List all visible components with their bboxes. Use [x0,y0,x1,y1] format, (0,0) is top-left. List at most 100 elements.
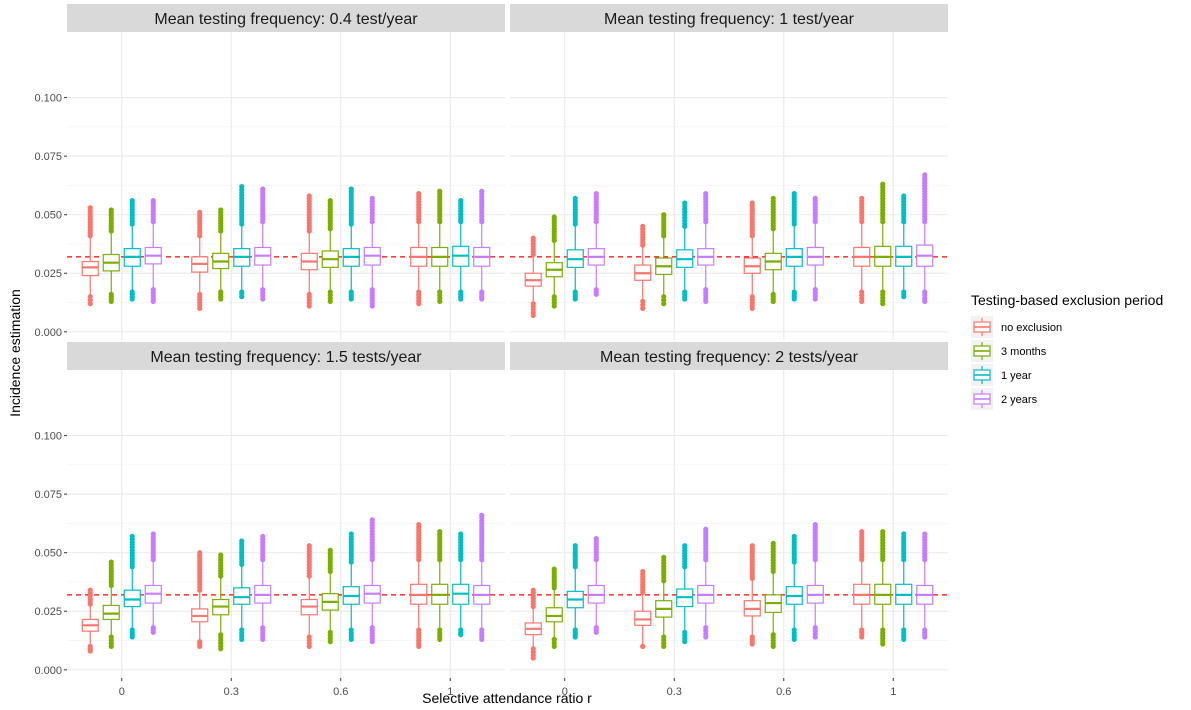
boxplot [473,512,491,642]
outlier-point [348,531,354,537]
legend-item: 1 year [971,364,1032,386]
outlier-point [640,223,646,230]
outlier-point [416,191,422,197]
legend-item: 3 months [971,340,1047,362]
strip-background [510,342,948,370]
outlier-point [260,186,266,192]
outlier-point [348,627,354,633]
outlier-point [129,198,135,204]
boxplot [874,529,892,647]
outlier-point [306,193,312,199]
boxplot [452,531,470,638]
boxplot [452,198,470,302]
boxplot [342,531,360,642]
boxplot [254,533,272,642]
strip-title: Mean testing frequency: 1.5 tests/year [150,349,422,366]
outlier-point [260,533,266,539]
boxplot [566,195,584,302]
x-tick-label: 1 [890,686,896,698]
boxplot [300,543,318,649]
boxplot [874,181,892,307]
outlier-point [197,550,203,556]
boxplot [743,543,761,647]
outlier-point [593,536,599,542]
boxplot [764,195,782,304]
boxplot [212,552,230,652]
panel: Mean testing frequency: 2 tests/year [510,342,948,678]
panel: Mean testing frequency: 1 test/year [510,4,948,340]
outlier-point [348,186,354,192]
outlier-point [108,207,114,213]
y-axis-title: Incidence estimation [7,289,23,417]
boxplot [895,193,913,300]
x-tick-label: 0.3 [667,686,682,698]
outlier-point [640,568,646,575]
outlier-point [327,547,333,553]
y-tick-label: 0.000 [34,665,62,677]
outlier-point [791,627,797,633]
legend-item: no exclusion [971,316,1062,338]
boxplot [676,543,694,645]
boxplot [123,198,141,302]
outlier-point [369,195,375,201]
legend: Testing-based exclusion period no exclus… [971,292,1163,410]
outlier-point [369,517,375,523]
outlier-point [458,627,464,633]
outlier-point [880,181,886,187]
outlier-point [458,531,464,537]
boxplot [655,554,673,649]
x-tick-label: 0.3 [224,686,239,698]
y-tick-label: 0.100 [34,93,62,105]
boxplot [473,188,491,302]
outlier-point [791,191,797,197]
y-tick-label: 0.075 [34,489,62,501]
outlier-point [572,543,578,549]
outlier-point [437,627,443,633]
outlier-point [859,195,865,201]
outlier-point [812,195,818,201]
outlier-point [197,209,203,215]
outlier-point [479,188,485,194]
outlier-point [239,538,245,544]
boxplot [676,200,694,302]
outlier-point [129,627,135,633]
legend-title: Testing-based exclusion period [971,292,1163,308]
outlier-point [661,212,667,218]
boxplot [655,212,673,307]
outlier-point [530,235,536,241]
boxplot [853,195,871,304]
outlier-point [572,627,578,633]
outlier-point [661,634,667,640]
y-tick-label: 0.050 [34,210,62,222]
outlier-point [922,627,928,633]
legend-label: 3 months [1001,346,1047,358]
strip-title: Mean testing frequency: 1 test/year [604,11,855,28]
boxplot [545,566,563,649]
outlier-point [437,529,443,535]
panel: Mean testing frequency: 0.4 test/year [67,4,505,340]
outlier-point [306,543,312,549]
boxplot [321,198,339,304]
outlier-point [703,191,709,197]
strip-background [510,4,948,32]
outlier-point [479,627,485,633]
legend-item: 2 years [971,388,1038,410]
outlier-point [749,543,755,549]
boxplot [102,559,120,649]
outlier-point [901,627,907,633]
outlier-point [479,512,485,518]
outlier-point [880,627,886,633]
outlier-point [901,531,907,537]
outlier-point [239,183,245,190]
outlier-point [791,533,797,539]
boxplot [144,198,162,304]
outlier-point [749,200,755,206]
legend-label: 1 year [1001,370,1032,382]
boxplot [212,207,230,302]
y-tick-label: 0.075 [34,151,62,163]
panel: Mean testing frequency: 1.5 tests/year [67,342,505,678]
outlier-point [108,559,114,565]
boxplot [697,191,715,304]
x-tick-label: 0 [562,686,568,698]
boxplot [587,191,605,297]
